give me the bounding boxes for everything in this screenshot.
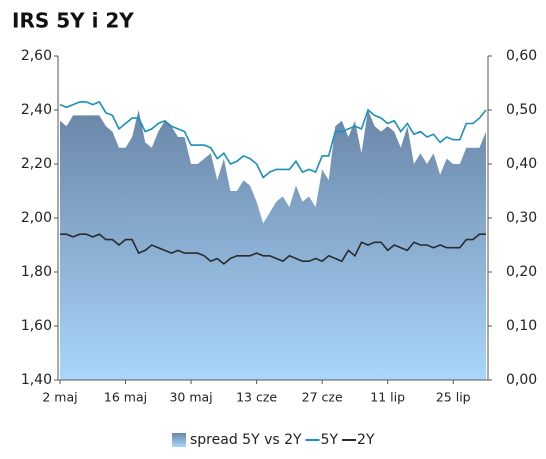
chart-title: IRS 5Y i 2Y [12, 9, 134, 33]
y-tick-label: 2,60 [21, 48, 52, 64]
x-tick-label: 11 lip [370, 390, 405, 405]
y-tick-label: 2,20 [21, 156, 52, 172]
y2-tick-label: 0,50 [506, 102, 537, 118]
y2-tick-label: 0,10 [506, 318, 537, 334]
y2-tick-label: 0,20 [506, 264, 537, 280]
x-tick-label: 13 cze [236, 390, 277, 405]
legend-label: 2Y [357, 432, 375, 448]
series-line [60, 233, 486, 265]
legend-swatch [172, 433, 186, 447]
x-tick-label: 30 maj [169, 390, 212, 405]
legend-label: 5Y [321, 432, 339, 448]
series-line [59, 100, 487, 179]
y-tick-label: 1,80 [21, 264, 52, 280]
y-tick-label: 2,40 [21, 102, 52, 118]
y-tick-label: 1,60 [21, 318, 52, 334]
legend-label: spread 5Y vs 2Y [190, 432, 302, 448]
x-tick-label: 2 maj [42, 390, 77, 405]
x-tick-label: 25 lip [436, 390, 471, 405]
y-tick-label: 2,00 [21, 210, 52, 226]
y2-tick-label: 0,60 [506, 48, 537, 64]
y2-tick-label: 0,00 [506, 372, 537, 388]
x-tick-label: 16 maj [104, 390, 147, 405]
x-tick-label: 27 cze [302, 390, 343, 405]
y2-tick-label: 0,40 [506, 156, 537, 172]
y-tick-label: 1,40 [21, 372, 52, 388]
spread-area [60, 110, 486, 380]
y2-tick-label: 0,30 [506, 210, 537, 226]
